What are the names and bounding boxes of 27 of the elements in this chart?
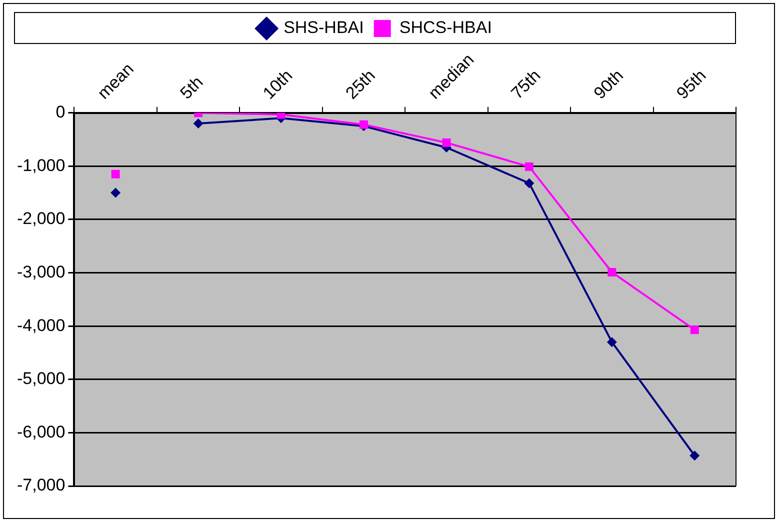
point <box>359 120 368 129</box>
y-tick-label: -3,000 <box>17 262 66 282</box>
point <box>690 326 699 334</box>
y-tick-label: -1,000 <box>17 156 66 175</box>
point <box>524 178 534 188</box>
point <box>193 118 204 129</box>
x-tick-label: 75th <box>507 66 544 103</box>
x-tick-label: 5th <box>176 72 207 103</box>
y-tick-label: -7,000 <box>17 476 66 495</box>
point <box>442 138 451 147</box>
x-tick-label: 25th <box>342 66 379 103</box>
legend-label: SHCS-HBAI <box>399 18 492 38</box>
y-tick-label: -2,000 <box>17 209 66 228</box>
y-tick-label: 0 <box>56 102 66 122</box>
point <box>608 268 616 276</box>
x-tick-label: 90th <box>590 66 628 103</box>
point <box>110 188 121 198</box>
point <box>690 450 700 461</box>
x-tick-label: 95th <box>672 66 710 103</box>
y-tick-label: -4,000 <box>17 316 66 335</box>
x-tick-label: 10th <box>259 66 296 103</box>
y-tick-label: -6,000 <box>17 422 66 442</box>
point <box>111 170 120 178</box>
legend-label: SHS-HBAI <box>284 18 364 38</box>
y-tick-label: -5,000 <box>17 369 66 388</box>
point <box>524 162 534 171</box>
point <box>606 337 617 348</box>
